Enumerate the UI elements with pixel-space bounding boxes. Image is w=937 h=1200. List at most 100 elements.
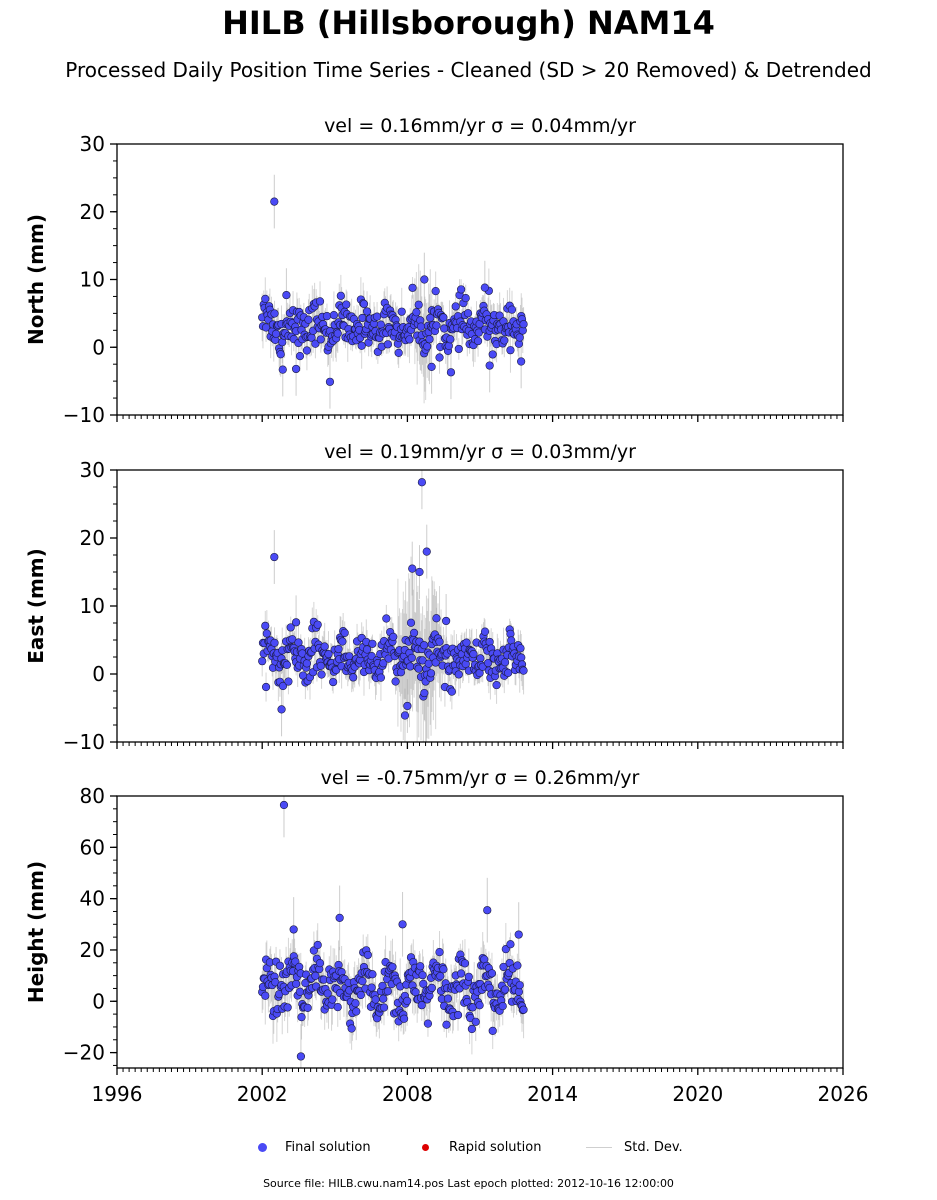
final-solution-point	[420, 641, 429, 650]
final-solution-point	[362, 645, 372, 654]
final-solution-point	[480, 283, 489, 292]
final-solution-point	[454, 344, 463, 354]
final-solution-point	[515, 981, 524, 990]
final-solution-point	[435, 947, 444, 957]
final-solution-point	[444, 341, 453, 351]
final-solution-point	[411, 988, 420, 997]
final-solution-point	[316, 335, 325, 344]
y-axis-label: North (mm)	[24, 214, 48, 345]
final-solution-point	[408, 283, 417, 292]
final-solution-point	[405, 335, 414, 344]
final-solution-point	[315, 959, 325, 968]
final-solution-point	[515, 333, 524, 342]
final-solution-point	[418, 971, 427, 980]
final-solution-point	[406, 662, 415, 671]
final-solution-point	[371, 995, 380, 1004]
final-solution-point	[367, 983, 376, 992]
final-solution-point	[261, 991, 270, 1000]
final-solution-point	[519, 320, 528, 329]
final-solution-point	[471, 1017, 480, 1026]
final-solution-point	[388, 962, 397, 972]
final-solution-point	[439, 965, 448, 974]
final-solution-point	[295, 987, 305, 996]
y-tick-label: 60	[80, 835, 105, 859]
final-solution-point	[258, 657, 267, 666]
x-tick-label: 2014	[527, 1082, 578, 1106]
final-solution-point	[414, 664, 423, 673]
final-solution-point	[336, 291, 345, 300]
final-solution-point	[294, 638, 303, 647]
final-solution-point	[283, 1003, 292, 1012]
final-solution-point	[368, 970, 377, 979]
final-solution-point	[464, 972, 473, 981]
final-solution-point	[435, 637, 444, 646]
x-tick-label: 2026	[818, 1082, 869, 1106]
final-solution-point	[500, 658, 510, 667]
final-solution-point	[476, 654, 485, 663]
final-solution-point	[352, 1007, 361, 1016]
final-solution-point	[304, 315, 313, 324]
final-solution-point	[356, 990, 365, 1000]
legend-std: Std. Dev.	[586, 1136, 683, 1158]
panel-3-series	[258, 796, 528, 1068]
y-tick-label: 30	[80, 132, 105, 156]
final-solution-point	[358, 977, 367, 986]
final-solution-point	[423, 342, 432, 351]
final-solution-point	[271, 329, 281, 338]
chart-subtitle: Processed Daily Position Time Series - C…	[65, 58, 872, 82]
final-solution-point	[286, 623, 295, 632]
legend-rapid: Rapid solution	[422, 1136, 541, 1158]
final-solution-point	[414, 300, 423, 309]
final-solution-point	[379, 994, 388, 1003]
final-solution-point	[519, 666, 528, 675]
panel-title: vel = -0.75mm/yr σ = 0.26mm/yr	[321, 767, 640, 789]
final-solution-point	[504, 668, 513, 677]
final-solution-point	[432, 614, 441, 623]
final-solution-point	[403, 701, 412, 711]
final-solution-point	[457, 969, 466, 978]
final-solution-point	[409, 628, 419, 637]
final-solution-point	[461, 293, 470, 303]
final-solution-point	[435, 353, 444, 362]
final-solution-point	[495, 311, 504, 320]
final-solution-point	[270, 552, 279, 562]
final-solution-point	[416, 962, 425, 971]
final-solution-point	[431, 658, 440, 667]
final-solution-point	[398, 920, 407, 929]
final-solution-point	[334, 644, 343, 654]
x-tick-label: 2020	[672, 1082, 723, 1106]
final-solution-point	[282, 660, 291, 669]
final-solution-point	[443, 994, 453, 1003]
y-tick-label: −10	[63, 730, 105, 754]
final-solution-point	[333, 1003, 342, 1012]
final-solution-point	[329, 677, 338, 687]
final-solution-point	[324, 649, 333, 659]
chart-title: HILB (Hillsborough) NAM14	[222, 4, 715, 42]
final-solution-point	[416, 322, 426, 331]
final-solution-point	[485, 361, 494, 370]
final-solution-point	[338, 637, 347, 646]
final-solution-point	[291, 364, 301, 374]
final-solution-point	[427, 983, 436, 992]
final-solution-point	[483, 906, 492, 915]
final-solution-point	[292, 979, 301, 988]
final-solution-point	[506, 346, 515, 355]
final-solution-point	[403, 996, 412, 1005]
final-solution-point	[322, 312, 332, 321]
final-solution-point	[431, 287, 440, 296]
final-solution-point	[376, 320, 386, 329]
final-solution-point	[284, 677, 293, 686]
final-solution-point	[347, 1024, 356, 1033]
panel-title: vel = 0.16mm/yr σ = 0.04mm/yr	[324, 115, 636, 137]
final-solution-point	[261, 294, 270, 303]
legend-std-marker	[586, 1146, 612, 1148]
final-solution-point	[460, 959, 470, 968]
final-solution-point	[296, 1052, 306, 1061]
final-solution-point	[276, 350, 285, 359]
final-solution-point	[261, 323, 271, 332]
final-solution-point	[454, 670, 463, 679]
final-solution-point	[382, 614, 391, 623]
final-solution-point	[270, 197, 279, 206]
final-solution-point	[473, 336, 483, 346]
